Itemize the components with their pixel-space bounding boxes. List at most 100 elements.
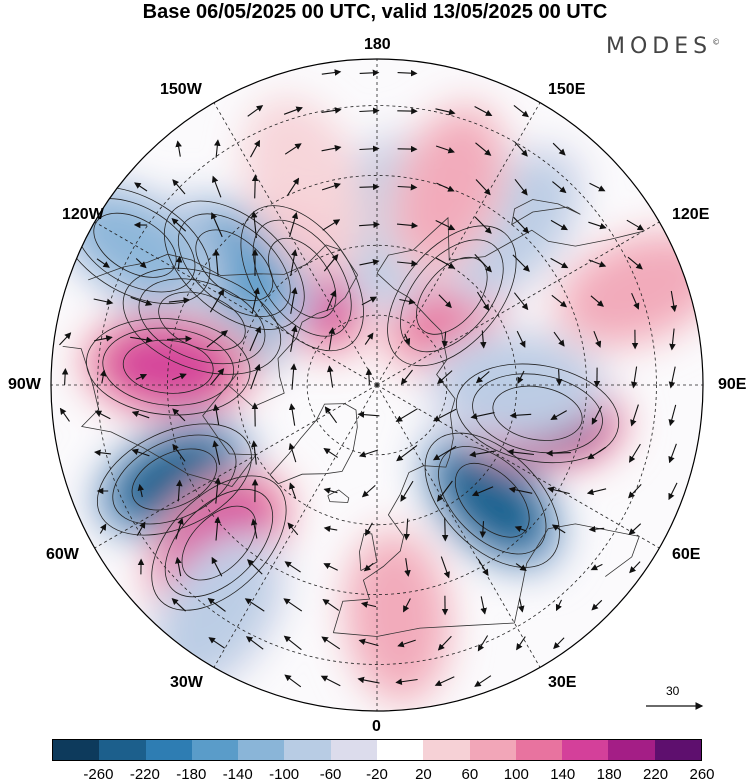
wind-vector: [321, 144, 342, 152]
wind-vector: [283, 635, 302, 651]
wind-vector: [363, 562, 374, 572]
wind-vector: [441, 517, 449, 542]
wind-vector: [358, 638, 379, 647]
wind-vector: [284, 561, 301, 573]
wind-vector: [251, 174, 259, 199]
wind-vector: [214, 139, 221, 158]
wind-vector: [514, 178, 528, 196]
wind-vector: [552, 142, 566, 156]
wind-vector: [397, 260, 418, 267]
wind-vector: [395, 408, 418, 422]
lon-label-30w: 30W: [170, 674, 203, 691]
wind-vector: [130, 296, 153, 306]
anomaly-contour: [122, 339, 214, 394]
wind-vector: [357, 676, 380, 684]
wind-vector: [247, 559, 263, 575]
wind-vector: [480, 596, 487, 615]
wind-vector: [213, 249, 220, 276]
wind-vector: [396, 444, 418, 462]
colorbar-cell: [376, 740, 424, 760]
anomaly-contour: [177, 213, 291, 318]
wind-vector: [475, 179, 491, 196]
wind-vector: [358, 449, 379, 458]
colorbar-tick-label: -100: [269, 766, 300, 783]
wind-vector: [361, 484, 376, 498]
wind-vector: [546, 449, 571, 457]
wind-vector: [630, 404, 639, 427]
wind-vector: [322, 598, 340, 611]
lon-label-150e: 150E: [548, 81, 586, 98]
wind-vector: [328, 327, 336, 350]
wind-vector: [513, 216, 530, 234]
meridian-line: [94, 221, 378, 386]
wind-vector: [513, 104, 529, 118]
wind-vector: [359, 258, 380, 266]
colorbar-cell: [53, 740, 100, 760]
anomaly-contour: [122, 267, 282, 375]
wind-vector: [135, 258, 147, 269]
coastline: [376, 216, 644, 274]
wind-vector: [175, 255, 183, 270]
wind-vector: [627, 256, 643, 270]
wind-vector: [479, 330, 487, 349]
wind-vector: [207, 597, 226, 612]
wind-vector: [437, 370, 453, 385]
wind-vector: [175, 140, 182, 157]
wind-vector: [517, 370, 525, 384]
wind-vector: [435, 145, 455, 154]
wind-vector: [250, 211, 258, 238]
anomaly-contour: [424, 432, 560, 568]
wind-vector: [479, 521, 487, 538]
anomaly-contour: [268, 237, 337, 319]
wind-vector: [555, 599, 562, 612]
colorbar-cell: [562, 740, 609, 760]
anomaly-contour: [138, 278, 266, 365]
wind-vector: [357, 411, 380, 418]
wind-vector: [99, 523, 107, 534]
wind-vector: [471, 486, 494, 497]
wind-vector: [509, 412, 532, 419]
wind-vector: [326, 365, 334, 388]
colorbar-tick-label: -60: [319, 766, 342, 783]
wind-vector: [94, 410, 111, 420]
anomaly-contour: [400, 239, 504, 353]
wind-vector: [321, 182, 341, 191]
anomaly-contour: [112, 434, 237, 525]
wind-vector: [515, 563, 527, 572]
wind-vector: [211, 556, 223, 577]
wind-vector: [214, 477, 221, 504]
wind-vector: [210, 212, 223, 238]
lon-label-180: 180: [364, 36, 391, 53]
wind-vector: [475, 371, 490, 384]
wind-vector: [587, 446, 607, 460]
wind-vector: [94, 335, 113, 342]
map-border: [50, 58, 704, 712]
wind-vector: [211, 175, 222, 198]
wind-vector: [474, 675, 492, 687]
wind-vector: [470, 412, 495, 420]
lon-label-90e: 90E: [718, 376, 747, 393]
wind-vector: [629, 561, 641, 574]
wind-vector: [628, 484, 642, 499]
wind-vector: [397, 183, 418, 191]
wind-vector: [436, 480, 453, 502]
wind-vector: [287, 522, 299, 536]
lon-label-30e: 30E: [548, 674, 577, 691]
wind-vector: [588, 259, 607, 268]
colorbar-tick-label: 100: [503, 766, 529, 783]
wind-vector: [324, 406, 338, 424]
wind-vector: [474, 106, 493, 117]
anomaly-contour: [195, 229, 274, 302]
wind-vector: [477, 635, 489, 652]
colorbar-cell: [99, 740, 146, 760]
wind-vector: [208, 637, 226, 649]
wind-vector: [400, 480, 414, 502]
wind-vector: [551, 294, 568, 308]
wind-vector: [171, 218, 187, 232]
meridian-line: [376, 221, 660, 386]
anomaly-blob: [350, 540, 445, 694]
wind-vector: [555, 369, 563, 386]
anomaly-blob: [442, 450, 543, 551]
meridian-line: [213, 102, 378, 386]
wind-vector: [435, 257, 456, 269]
